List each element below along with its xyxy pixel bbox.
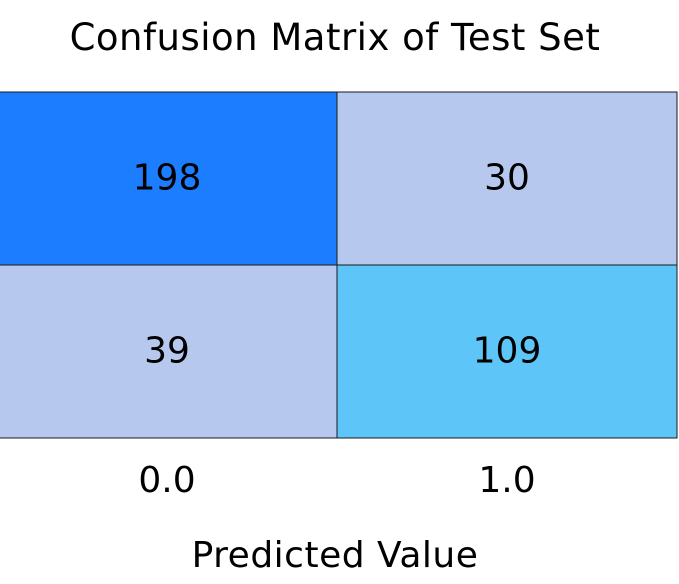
heatmap-cell-r1-c1 [336, 264, 678, 439]
x-tick-label-1: 1.0 [478, 460, 535, 501]
heatmap-cell-r1-c0 [0, 264, 338, 439]
cell-value-label-r1-c0: 39 [144, 331, 190, 372]
x-tick-label-0: 0.0 [138, 460, 195, 501]
heatmap-cell-r0-c0 [0, 91, 338, 266]
cell-value-label-r0-c1: 30 [484, 158, 530, 199]
x-axis-label: Predicted Value [191, 535, 479, 576]
cell-value-label-r0-c0: 198 [133, 158, 202, 199]
chart-title: Confusion Matrix of Test Set [69, 16, 601, 59]
cell-value-label-r1-c1: 109 [473, 331, 542, 372]
